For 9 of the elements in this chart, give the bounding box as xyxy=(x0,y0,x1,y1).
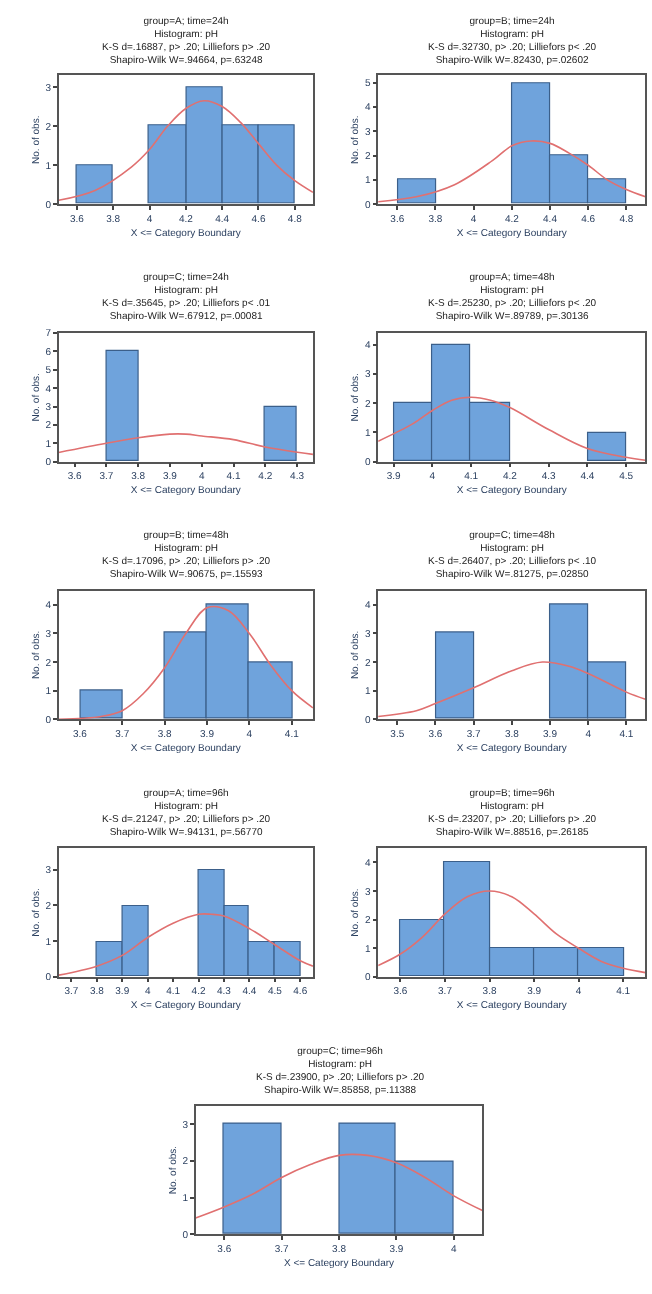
line-series xyxy=(378,890,646,974)
line-series xyxy=(378,396,646,462)
line-series xyxy=(58,605,313,720)
line-series xyxy=(58,433,313,456)
line-series xyxy=(378,140,646,203)
line-series xyxy=(195,1153,483,1219)
line-series xyxy=(378,661,646,718)
line-series xyxy=(58,913,313,976)
line-series xyxy=(58,99,313,202)
